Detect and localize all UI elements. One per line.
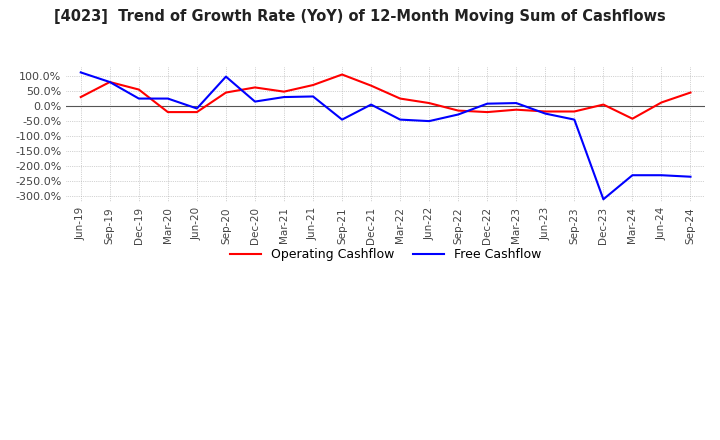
Line: Free Cashflow: Free Cashflow — [81, 73, 690, 199]
Operating Cashflow — [512, 107, 521, 112]
Free Cashflow — [599, 197, 608, 202]
Operating Cashflow — [135, 87, 143, 92]
Operating Cashflow — [657, 100, 666, 105]
Free Cashflow — [309, 94, 318, 99]
Operating Cashflow — [222, 90, 230, 95]
Free Cashflow — [222, 74, 230, 79]
Operating Cashflow — [338, 72, 346, 77]
Operating Cashflow — [105, 79, 114, 84]
Free Cashflow — [454, 112, 462, 117]
Free Cashflow — [251, 99, 259, 104]
Operating Cashflow — [483, 110, 492, 115]
Free Cashflow — [163, 96, 172, 101]
Operating Cashflow — [251, 85, 259, 90]
Free Cashflow — [192, 106, 201, 111]
Text: [4023]  Trend of Growth Rate (YoY) of 12-Month Moving Sum of Cashflows: [4023] Trend of Growth Rate (YoY) of 12-… — [54, 9, 666, 24]
Free Cashflow — [512, 100, 521, 106]
Free Cashflow — [279, 95, 288, 100]
Free Cashflow — [76, 70, 85, 75]
Free Cashflow — [541, 111, 549, 116]
Operating Cashflow — [366, 83, 375, 88]
Operating Cashflow — [192, 110, 201, 115]
Free Cashflow — [135, 96, 143, 101]
Operating Cashflow — [454, 108, 462, 113]
Free Cashflow — [338, 117, 346, 122]
Legend: Operating Cashflow, Free Cashflow: Operating Cashflow, Free Cashflow — [225, 243, 546, 266]
Operating Cashflow — [628, 116, 636, 121]
Free Cashflow — [657, 172, 666, 178]
Operating Cashflow — [425, 100, 433, 106]
Line: Operating Cashflow: Operating Cashflow — [81, 74, 690, 119]
Free Cashflow — [366, 102, 375, 107]
Operating Cashflow — [599, 102, 608, 107]
Free Cashflow — [570, 117, 579, 122]
Operating Cashflow — [570, 109, 579, 114]
Operating Cashflow — [279, 89, 288, 94]
Operating Cashflow — [163, 110, 172, 115]
Operating Cashflow — [541, 109, 549, 114]
Free Cashflow — [483, 101, 492, 106]
Free Cashflow — [686, 174, 695, 180]
Free Cashflow — [105, 79, 114, 84]
Operating Cashflow — [76, 95, 85, 100]
Free Cashflow — [425, 118, 433, 124]
Operating Cashflow — [686, 90, 695, 95]
Free Cashflow — [628, 172, 636, 178]
Operating Cashflow — [309, 82, 318, 88]
Free Cashflow — [396, 117, 405, 122]
Operating Cashflow — [396, 96, 405, 101]
